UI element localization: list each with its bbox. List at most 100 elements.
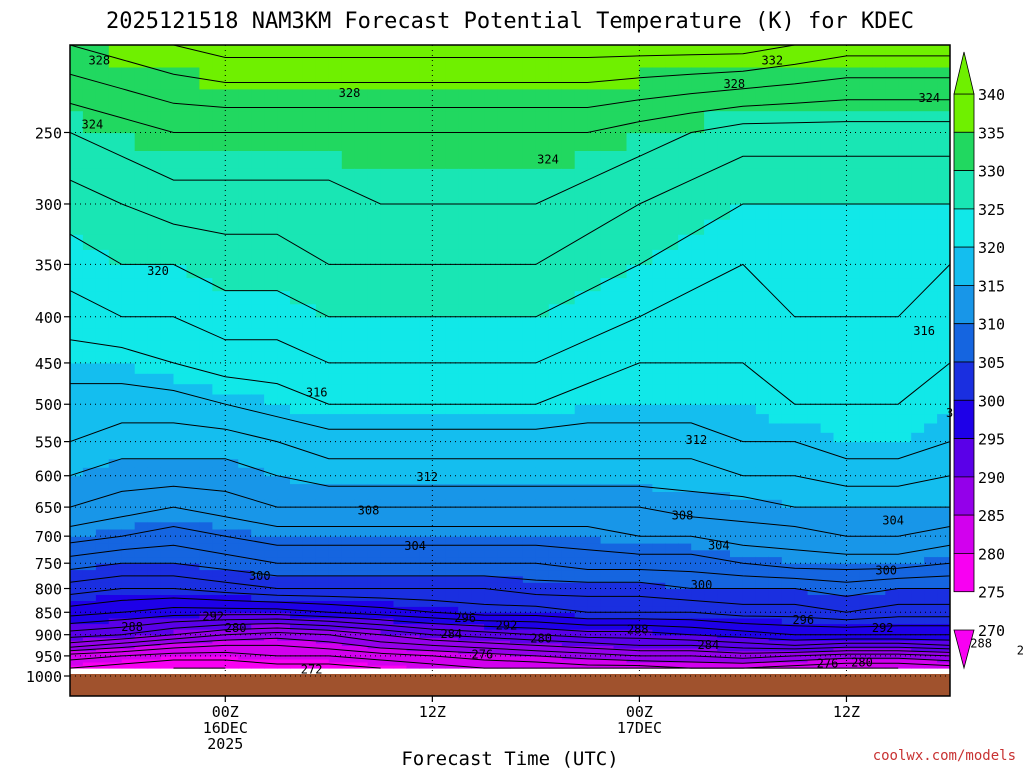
fill-cell: [768, 612, 783, 619]
fill-cell: [768, 339, 783, 352]
fill-cell: [445, 316, 459, 329]
fill-cell: [277, 373, 291, 385]
fill-cell: [535, 536, 550, 544]
fill-cell: [173, 658, 187, 663]
fill-cell: [548, 234, 563, 250]
fill-cell: [781, 234, 796, 250]
fill-cell: [173, 594, 187, 601]
fill-cell: [846, 648, 860, 652]
fill-cell: [613, 277, 627, 292]
fill-cell: [354, 150, 369, 169]
fill-cell: [574, 186, 589, 205]
fill-cell: [510, 132, 524, 151]
fill-cell: [290, 606, 304, 613]
fill-cell: [665, 150, 679, 169]
fill-cell: [328, 662, 343, 666]
fill-cell: [328, 362, 343, 374]
fill-cell: [781, 373, 796, 385]
fill-cell: [302, 623, 317, 630]
fill-cell: [471, 475, 485, 485]
fill-cell: [833, 507, 847, 515]
fill-cell: [950, 618, 964, 624]
fill-cell: [522, 393, 537, 405]
fill-cell: [781, 623, 796, 630]
fill-cell: [665, 536, 679, 544]
fill-cell: [548, 575, 563, 583]
fill-cell: [147, 617, 162, 625]
fill-cell: [859, 662, 873, 666]
fill-cell: [755, 658, 770, 663]
fill-cell: [225, 328, 239, 341]
fill-cell: [639, 640, 653, 644]
fill-cell: [522, 629, 537, 636]
fill-cell: [781, 413, 796, 424]
fill-cell: [95, 339, 110, 352]
fill-cell: [833, 582, 847, 590]
fill-cell: [277, 563, 291, 571]
fill-cell: [665, 450, 679, 460]
fill-cell: [302, 290, 317, 305]
fill-cell: [147, 404, 162, 415]
fill-cell: [794, 637, 809, 641]
fill-cell: [768, 588, 783, 595]
fill-cell: [846, 617, 860, 625]
fill-cell: [315, 569, 330, 577]
fill-cell: [924, 594, 938, 601]
fill-cell: [989, 653, 1003, 656]
fill-cell: [251, 645, 265, 649]
fill-cell: [833, 393, 847, 405]
fill-cell: [225, 600, 239, 607]
fill-cell: [95, 351, 110, 364]
fill-cell: [665, 514, 679, 523]
fill-cell: [380, 328, 395, 341]
fill-cell: [885, 634, 899, 638]
fill-cell: [147, 575, 162, 583]
fill-cell: [937, 665, 950, 669]
fill-cell: [121, 648, 136, 652]
fill-cell: [341, 303, 356, 318]
fill-cell: [937, 612, 950, 619]
fill-cell: [419, 575, 433, 583]
fill-cell: [225, 653, 239, 657]
fill-cell: [704, 582, 718, 590]
fill-cell: [626, 432, 640, 443]
fill-cell: [497, 569, 511, 577]
fill-cell: [535, 617, 550, 625]
fill-cell: [574, 413, 589, 424]
fill-cell: [328, 665, 343, 669]
fill-cell: [535, 623, 550, 630]
fill-cell: [484, 528, 498, 537]
fill-cell: [665, 653, 679, 657]
fill-cell: [898, 316, 912, 329]
fill-cell: [768, 655, 783, 660]
fill-cell: [458, 383, 472, 395]
fill-cell: [277, 290, 291, 305]
fill-cell: [497, 600, 511, 607]
fill-cell: [833, 606, 847, 613]
fill-cell: [393, 432, 407, 443]
fill-cell: [121, 507, 136, 515]
fill-cell: [225, 623, 239, 630]
fill-cell: [406, 606, 420, 613]
fill-cell: [574, 665, 589, 669]
fill-cell: [277, 186, 291, 205]
fill-cell: [121, 634, 136, 638]
fill-cell: [911, 316, 925, 329]
fill-cell: [251, 612, 265, 619]
fill-cell: [781, 606, 796, 613]
fill-cell: [691, 475, 705, 485]
fill-cell: [859, 432, 873, 443]
fill-cell: [406, 588, 420, 595]
fill-cell: [186, 637, 200, 641]
fill-cell: [147, 623, 162, 630]
fill-cell: [290, 536, 304, 544]
fill-cell: [445, 458, 459, 468]
fill-cell: [238, 277, 252, 292]
fill-cell: [315, 219, 330, 235]
fill-cell: [367, 432, 382, 443]
fill-cell: [108, 303, 123, 318]
fill-cell: [445, 640, 459, 644]
fill-cell: [924, 362, 938, 374]
fill-cell: [587, 549, 602, 558]
fill-cell: [70, 662, 84, 666]
